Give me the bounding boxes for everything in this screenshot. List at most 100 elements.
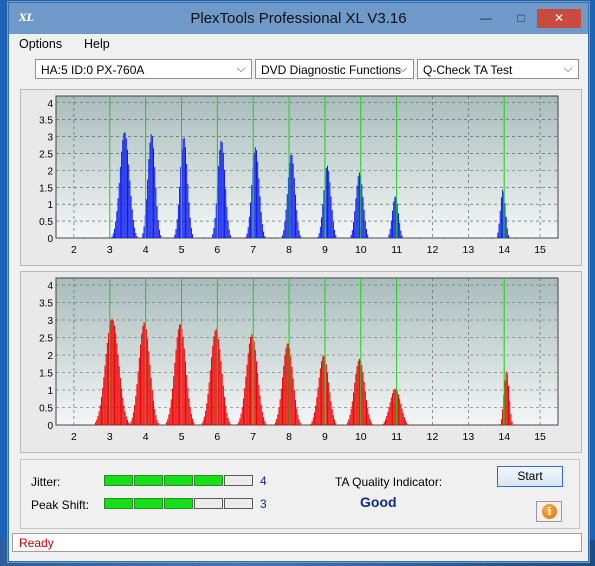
- bar: [255, 361, 257, 425]
- meter-segment: [224, 498, 253, 509]
- close-button[interactable]: ✕: [537, 9, 581, 28]
- bar: [145, 329, 147, 425]
- bar: [184, 361, 186, 425]
- bar: [97, 416, 99, 425]
- bar: [393, 390, 395, 425]
- bar: [283, 365, 285, 425]
- bar: [131, 417, 133, 425]
- bar: [366, 229, 368, 238]
- x-tick-label: 12: [427, 431, 439, 443]
- bar: [135, 395, 137, 425]
- bar: [122, 397, 124, 425]
- bar: [260, 212, 262, 238]
- y-tick-label: 0: [47, 234, 53, 245]
- test-select[interactable]: Q-Check TA Test ⌵: [417, 59, 579, 79]
- bar: [119, 377, 121, 425]
- jitter-value: 4: [260, 474, 267, 488]
- bar: [328, 171, 330, 238]
- bar: [190, 413, 192, 425]
- y-tick-label: 2.5: [39, 334, 53, 345]
- bar: [322, 204, 324, 238]
- info-button[interactable]: i: [536, 501, 562, 522]
- bar: [218, 165, 220, 238]
- bar: [392, 393, 394, 425]
- bar: [497, 232, 499, 238]
- bar: [213, 227, 215, 238]
- drive-select-value: HA:5 ID:0 PX-760A: [41, 63, 145, 77]
- x-tick-label: 2: [71, 431, 77, 443]
- x-tick-label: 10: [355, 431, 367, 443]
- bar: [119, 166, 121, 238]
- drive-select[interactable]: HA:5 ID:0 PX-760A ⌵: [35, 59, 252, 79]
- bar: [394, 388, 396, 425]
- bar: [260, 404, 262, 425]
- bar: [356, 185, 358, 238]
- bar: [357, 360, 359, 425]
- bar: [143, 322, 145, 425]
- meter-segment: [134, 498, 163, 509]
- maximize-button[interactable]: □: [517, 11, 525, 25]
- bar: [334, 419, 336, 425]
- bar: [160, 235, 162, 238]
- bar: [347, 422, 349, 425]
- bar: [287, 343, 289, 425]
- bar: [254, 147, 256, 238]
- bar: [150, 134, 152, 238]
- y-tick-label: 1.5: [39, 369, 53, 380]
- bar: [106, 342, 108, 425]
- bar: [141, 333, 143, 425]
- bar: [250, 337, 252, 425]
- bar: [298, 419, 300, 425]
- bar: [401, 408, 403, 425]
- bar: [251, 184, 253, 238]
- bar: [186, 163, 188, 238]
- bar: [293, 389, 295, 425]
- y-tick-label: 3.5: [39, 116, 53, 127]
- bar: [392, 210, 394, 238]
- bar: [187, 183, 189, 238]
- bar: [170, 399, 172, 425]
- bar: [117, 198, 119, 238]
- bar: [322, 356, 324, 425]
- x-tick-label: 4: [143, 431, 149, 443]
- bar: [502, 189, 504, 238]
- bar: [395, 197, 397, 238]
- menu-help[interactable]: Help: [84, 37, 110, 51]
- bar: [125, 416, 127, 425]
- bar: [261, 411, 263, 425]
- start-button[interactable]: Start: [497, 466, 563, 487]
- bar: [124, 132, 126, 238]
- x-tick-label: 14: [498, 431, 510, 443]
- bar: [183, 348, 185, 425]
- x-tick-label: 13: [463, 431, 475, 443]
- bar: [130, 421, 132, 425]
- minimize-button[interactable]: —: [480, 11, 492, 25]
- bar: [500, 197, 502, 238]
- bar: [257, 161, 259, 238]
- bar: [190, 227, 192, 238]
- bar: [158, 229, 160, 238]
- bar: [147, 179, 149, 238]
- bar: [331, 409, 333, 425]
- x-tick-label: 5: [179, 244, 185, 256]
- bar: [147, 338, 149, 425]
- y-tick-label: 2: [47, 166, 53, 177]
- bar: [499, 424, 501, 425]
- bar: [280, 388, 282, 425]
- bar: [108, 332, 110, 425]
- y-tick-label: 0.5: [39, 217, 53, 228]
- bar: [258, 178, 260, 238]
- bar: [99, 404, 101, 425]
- bar: [362, 372, 364, 425]
- bar: [145, 199, 147, 238]
- bar: [506, 373, 508, 425]
- bar: [126, 149, 128, 238]
- bar: [393, 201, 395, 238]
- bar: [148, 351, 150, 425]
- bar: [318, 377, 320, 425]
- menu-options[interactable]: Options: [19, 37, 63, 51]
- bar: [321, 360, 323, 425]
- bar: [508, 235, 510, 238]
- function-select[interactable]: DVD Diagnostic Functions ⌵: [255, 59, 414, 79]
- bar: [180, 166, 182, 238]
